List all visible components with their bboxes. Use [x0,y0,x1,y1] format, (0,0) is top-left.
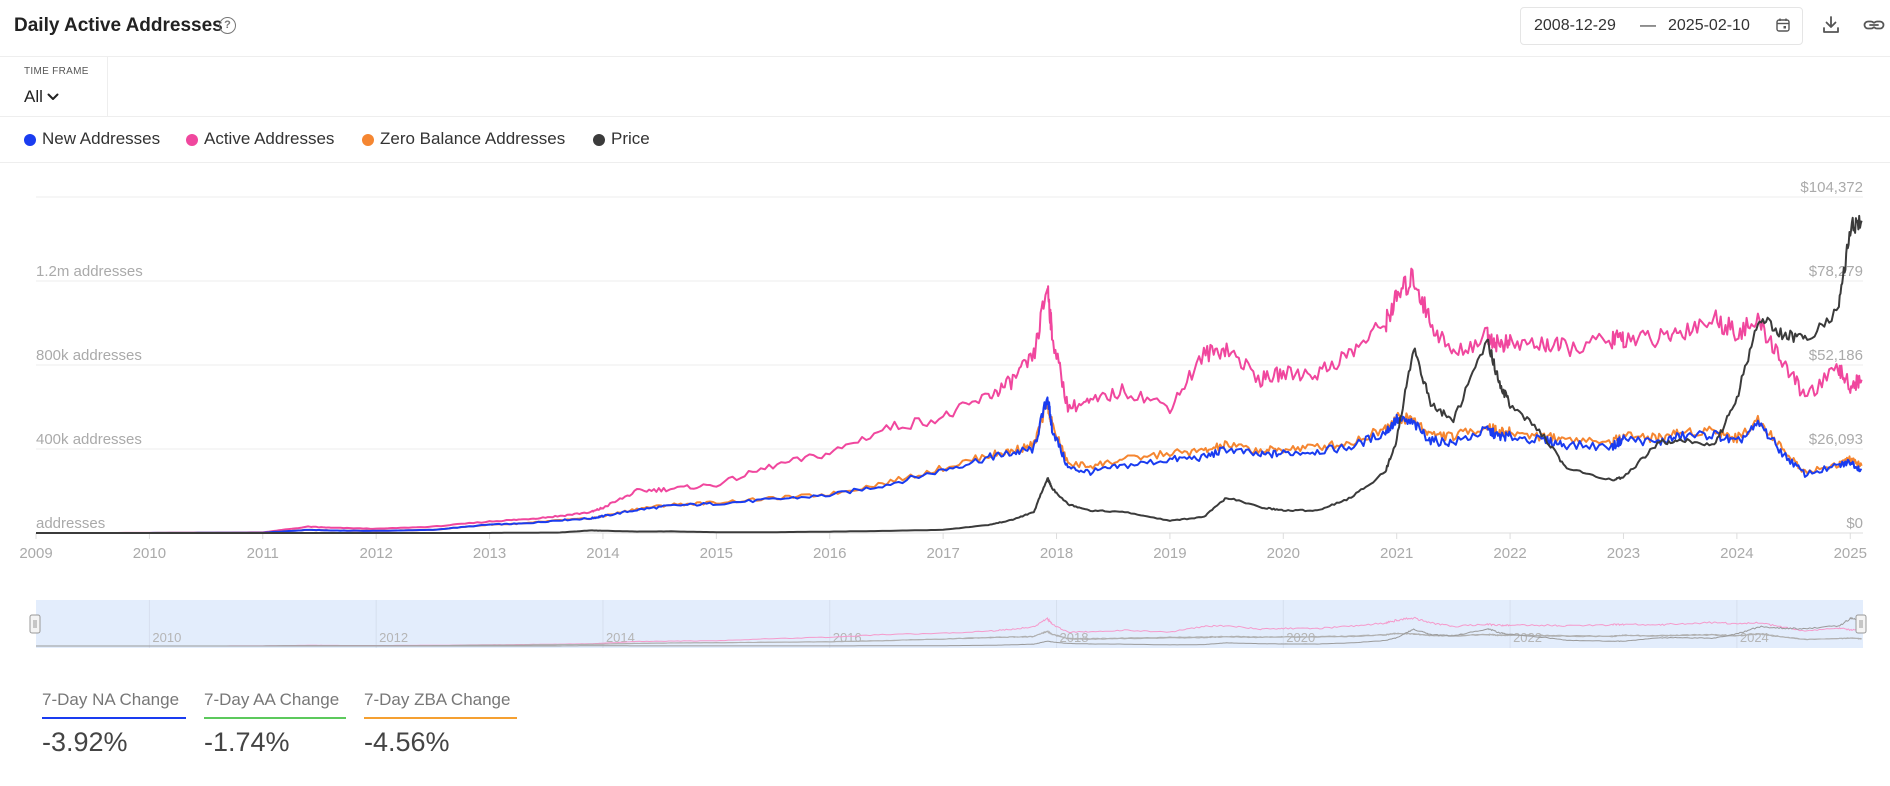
navigator-tick-label: 2014 [606,630,635,645]
navigator-series-line [36,630,1862,647]
stat-underline [42,717,186,719]
y-right-tick-label: $52,186 [1809,347,1863,364]
x-tick-label: 2013 [473,545,506,562]
x-tick-label: 2016 [813,545,846,562]
legend-label: Price [611,129,650,148]
time-frame-bar: TIME FRAME All [0,57,1890,117]
date-range-picker[interactable]: 2008-12-29 — 2025-02-10 [1520,7,1803,45]
stat-aa-change: 7-Day AA Change -1.74% [204,690,346,758]
series-line-active-addresses[interactable] [36,267,1863,534]
x-tick-label: 2025 [1834,545,1867,562]
stat-value: -1.74% [204,727,290,757]
y-right-tick-label: $104,372 [1800,179,1863,196]
stat-value: -4.56% [364,727,450,757]
navigator-tick-label: 2018 [1060,630,1089,645]
navigator-tick-label: 2012 [379,630,408,645]
page-title: Daily Active Addresses [14,15,223,36]
x-tick-label: 2014 [586,545,619,562]
y-left-tick-label: 1.2m addresses [36,263,143,280]
series-line-new-addresses[interactable] [36,396,1863,534]
x-tick-label: 2009 [19,545,52,562]
x-tick-label: 2023 [1607,545,1640,562]
navigator-tick-label: 2010 [152,630,181,645]
y-left-tick-label: 800k addresses [36,347,142,364]
x-tick-label: 2020 [1267,545,1300,562]
x-tick-label: 2015 [700,545,733,562]
x-tick-label: 2011 [247,545,279,562]
navigator-series-line [36,616,1862,647]
series-line-price[interactable] [36,214,1863,534]
help-icon[interactable]: ? [219,17,236,34]
navigator-tick-label: 2016 [833,630,862,645]
navigator-left-handle[interactable] [29,614,41,634]
stat-underline [364,717,517,719]
legend-label: Zero Balance Addresses [380,129,566,148]
y-left-tick-label: 400k addresses [36,431,142,448]
legend-dot [24,134,36,146]
navigator-right-handle[interactable] [1855,614,1867,634]
navigator-selection[interactable] [36,600,1863,648]
stat-label: 7-Day NA Change [42,690,180,709]
x-tick-label: 2022 [1493,545,1526,562]
download-icon[interactable] [1819,13,1843,37]
date-start[interactable]: 2008-12-29 [1534,17,1616,34]
calendar-icon[interactable] [1775,17,1791,38]
legend-dot [186,134,198,146]
y-right-tick-label: $26,093 [1809,431,1863,448]
legend-dot [593,134,605,146]
stat-value: -3.92% [42,727,128,757]
stat-label: 7-Day ZBA Change [364,690,511,709]
stat-label: 7-Day AA Change [204,690,340,709]
navigator-tick-label: 2022 [1513,630,1542,645]
y-left-tick-label: addresses [36,515,105,532]
chart-legend: New Addresses Active Addresses Zero Bala… [0,117,1890,163]
date-end[interactable]: 2025-02-10 [1668,17,1750,34]
y-right-tick-label: $78,279 [1809,263,1863,280]
y-right-tick-label: $0 [1846,515,1863,532]
x-tick-label: 2018 [1040,545,1073,562]
stat-zba-change: 7-Day ZBA Change -4.56% [364,690,517,758]
series-line-zero-balance-addresses[interactable] [36,399,1863,534]
date-separator: — [1640,17,1656,34]
page-header: Daily Active Addresses ? 2008-12-29 — 20… [0,0,1890,57]
x-tick-label: 2010 [133,545,166,562]
x-tick-label: 2024 [1720,545,1753,562]
main-chart[interactable]: addresses 400k addresses 800k addresses 1.2… [0,162,1890,582]
stat-na-change: 7-Day NA Change -3.92% [42,690,186,758]
stat-underline [204,717,346,719]
link-icon[interactable] [1862,13,1886,37]
legend-label: Active Addresses [204,129,335,148]
chevron-down-icon[interactable] [46,90,60,109]
x-tick-label: 2021 [1380,545,1413,562]
time-frame-label: TIME FRAME [24,66,89,77]
legend-label: New Addresses [42,129,161,148]
range-navigator[interactable]: 2010 2012 2014 2016 2018 2020 2022 2024 [0,592,1890,652]
x-tick-label: 2012 [359,545,392,562]
x-tick-label: 2017 [926,545,959,562]
legend-dot [362,134,374,146]
time-frame-value[interactable]: All [24,87,43,106]
x-tick-label: 2019 [1153,545,1186,562]
time-frame-selector[interactable]: TIME FRAME All [0,57,108,116]
